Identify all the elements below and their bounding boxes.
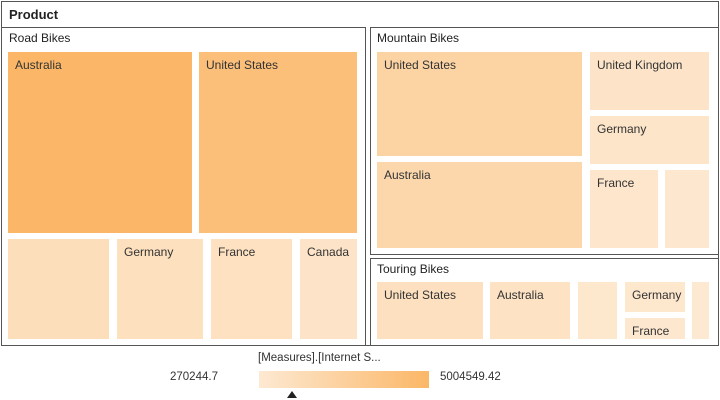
tile-touring-bikes-france[interactable]: France bbox=[625, 318, 685, 339]
tile-label: Australia bbox=[384, 168, 431, 182]
tile-label: Germany bbox=[124, 245, 174, 259]
legend-min-label: 270244.7 bbox=[170, 371, 218, 383]
tile-road-bikes-canada[interactable]: Canada bbox=[300, 239, 357, 339]
legend-pointer-icon[interactable] bbox=[287, 391, 297, 398]
tile-road-bikes-france[interactable]: France bbox=[211, 239, 292, 339]
tile-touring-bikes-germany[interactable]: Germany bbox=[625, 282, 685, 312]
tile-touring-bikes-united-states[interactable]: United States bbox=[377, 282, 483, 339]
tile-label: United Kingdom bbox=[597, 58, 683, 72]
legend-title: [Measures].[Internet S... bbox=[258, 352, 381, 364]
group-title-mountain-bikes: Mountain Bikes bbox=[377, 31, 460, 45]
tile-touring-bikes-item-5[interactable] bbox=[692, 282, 709, 339]
tile-road-bikes-germany[interactable]: Germany bbox=[117, 239, 203, 339]
tile-label: France bbox=[597, 176, 635, 190]
tile-mountain-bikes-france[interactable]: France bbox=[590, 170, 658, 248]
tile-road-bikes-australia[interactable]: Australia bbox=[8, 52, 192, 233]
tile-road-bikes-item-2[interactable] bbox=[8, 239, 109, 339]
root-title: Product bbox=[9, 7, 59, 22]
tile-label: France bbox=[632, 324, 670, 338]
legend-max-label: 5004549.42 bbox=[440, 371, 501, 383]
tile-mountain-bikes-united-states[interactable]: United States bbox=[377, 52, 582, 156]
tile-mountain-bikes-australia[interactable]: Australia bbox=[377, 162, 582, 248]
tile-label: United States bbox=[384, 58, 457, 72]
tile-touring-bikes-australia[interactable]: Australia bbox=[490, 282, 570, 339]
tile-label: Germany bbox=[632, 288, 682, 302]
tile-mountain-bikes-germany[interactable]: Germany bbox=[590, 116, 709, 164]
tile-road-bikes-united-states[interactable]: United States bbox=[199, 52, 357, 233]
group-title-touring-bikes: Touring Bikes bbox=[377, 262, 450, 276]
tile-label: United States bbox=[384, 288, 457, 302]
tile-label: Australia bbox=[497, 288, 544, 302]
tile-label: France bbox=[218, 245, 256, 259]
tile-mountain-bikes-united-kingdom[interactable]: United Kingdom bbox=[590, 52, 709, 110]
tile-label: Canada bbox=[307, 245, 350, 259]
tile-label: United States bbox=[206, 58, 279, 72]
legend-color-bar bbox=[259, 371, 429, 388]
group-title-road-bikes: Road Bikes bbox=[9, 31, 71, 45]
tile-mountain-bikes-item-5[interactable] bbox=[665, 170, 709, 248]
tile-touring-bikes-item-2[interactable] bbox=[578, 282, 617, 339]
tile-label: Australia bbox=[15, 58, 62, 72]
tile-label: Germany bbox=[597, 122, 647, 136]
